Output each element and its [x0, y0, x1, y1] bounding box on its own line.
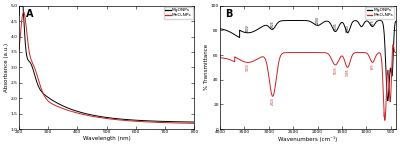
Text: 2925: 2925	[270, 20, 274, 28]
Text: 1380: 1380	[346, 24, 350, 32]
Text: 3430: 3430	[246, 24, 250, 32]
Legend: MgONPs, MnO₂NPs: MgONPs, MnO₂NPs	[164, 7, 193, 19]
Legend: MgONPs, MnO₂NPs: MgONPs, MnO₂NPs	[365, 7, 394, 19]
Text: 1635: 1635	[333, 23, 337, 30]
X-axis label: Wavenumbers (cm⁻¹): Wavenumbers (cm⁻¹)	[278, 136, 338, 142]
Text: 1635: 1635	[333, 66, 337, 74]
Text: 600: 600	[384, 110, 388, 116]
Text: 2920: 2920	[271, 98, 275, 105]
Text: A: A	[26, 9, 34, 19]
Y-axis label: Absorbance (a.u.): Absorbance (a.u.)	[4, 43, 9, 92]
Text: 1385: 1385	[346, 69, 350, 76]
Text: 875: 875	[370, 64, 374, 69]
Text: B: B	[225, 9, 233, 19]
Text: 875: 875	[370, 20, 374, 25]
Text: 2000: 2000	[316, 16, 320, 24]
Text: 3430: 3430	[246, 64, 250, 71]
Y-axis label: % Transmittance: % Transmittance	[204, 44, 209, 90]
X-axis label: Wavelength (nm): Wavelength (nm)	[83, 136, 130, 141]
